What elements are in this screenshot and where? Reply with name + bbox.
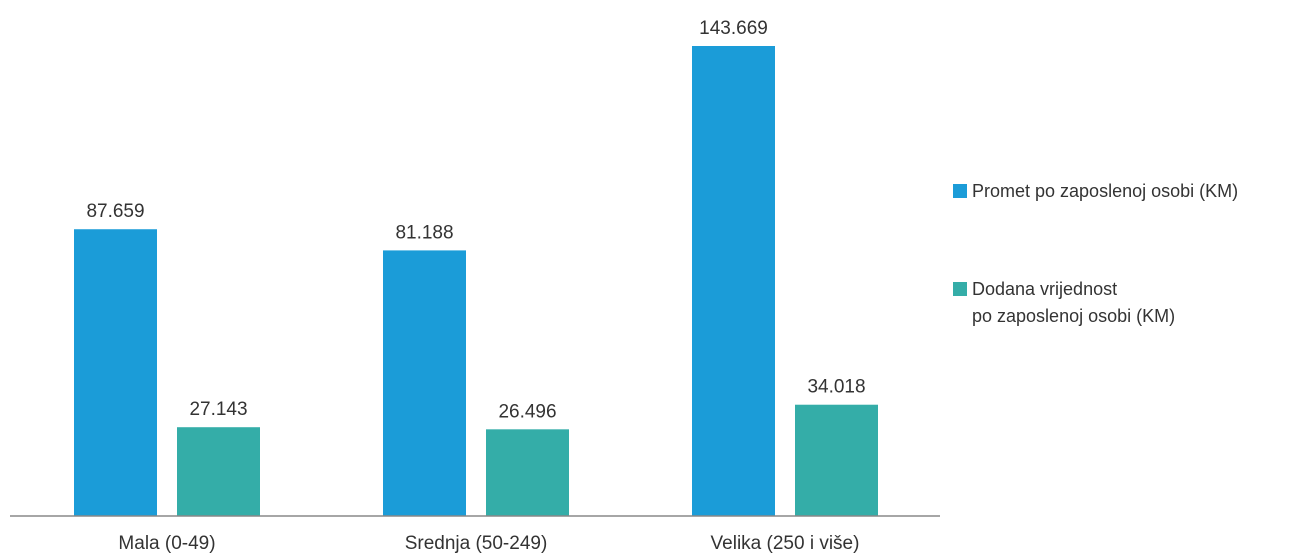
- x-tick-labels: Mala (0-49) Srednja (50-249) Velika (250 i…: [118, 533, 859, 554]
- x-tick-label: Velika (250 i više): [711, 533, 860, 554]
- bar-s1-c3: [692, 46, 775, 516]
- data-label-s1-c3: 143.669: [699, 18, 768, 39]
- data-label-s2-c2: 26.496: [498, 401, 556, 422]
- legend: Promet po zaposlenoj osobi (KM) Dodana vr…: [953, 181, 1238, 326]
- bar-s1-c1: [74, 229, 157, 516]
- bar-s1-c2: [383, 250, 466, 516]
- x-tick-label: Srednja (50-249): [405, 533, 548, 554]
- bar-s2-c1: [177, 427, 260, 516]
- bar-s2-c3: [795, 404, 878, 516]
- data-label-s1-c1: 87.659: [86, 201, 144, 222]
- bars-layer: [74, 46, 878, 516]
- legend-swatch-2: [953, 282, 967, 296]
- legend-label-1: Promet po zaposlenoj osobi (KM): [972, 181, 1238, 201]
- x-tick-label: Mala (0-49): [118, 533, 215, 554]
- value-labels-layer: 87.659 27.143 81.188 26.496 143.669 34.018: [86, 18, 865, 422]
- legend-swatch-1: [953, 184, 967, 198]
- legend-label-2: po zaposlenoj osobi (KM): [972, 306, 1175, 326]
- data-label-s2-c1: 27.143: [189, 399, 247, 420]
- legend-label-2: Dodana vrijednost: [972, 279, 1117, 299]
- data-label-s1-c2: 81.188: [395, 222, 453, 243]
- bar-s2-c2: [486, 429, 569, 516]
- data-label-s2-c3: 34.018: [807, 377, 865, 398]
